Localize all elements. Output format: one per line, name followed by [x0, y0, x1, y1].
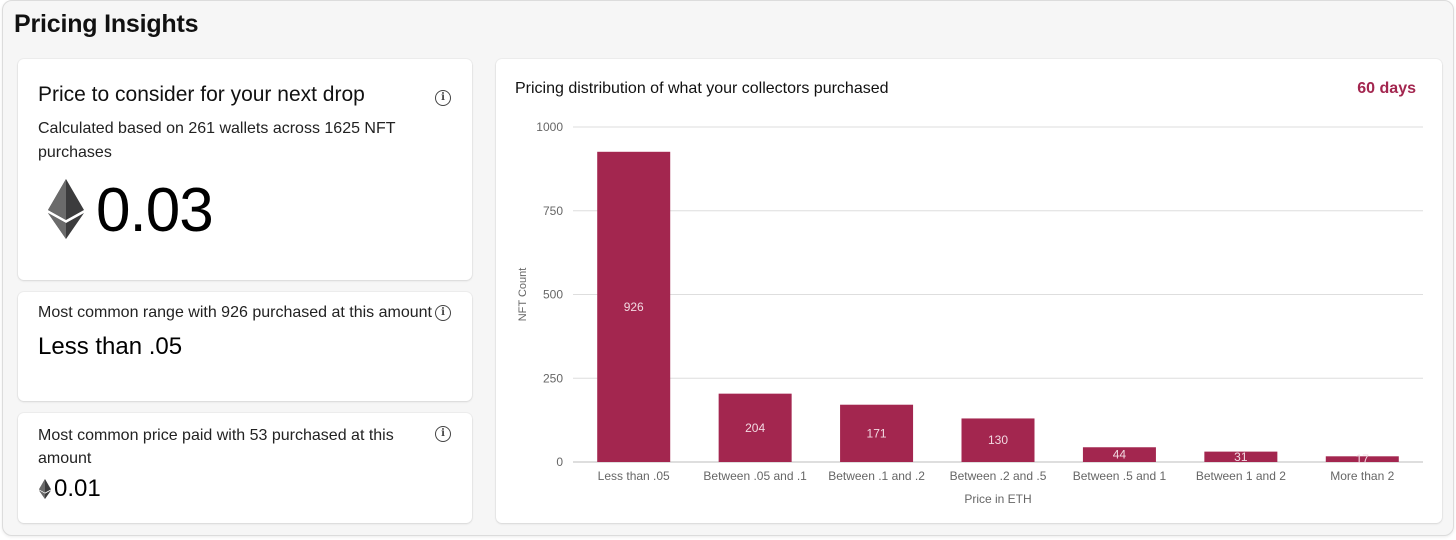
x-tick-label: Less than .05	[598, 469, 670, 483]
common-price-value: 0.01	[54, 475, 101, 502]
period-selector[interactable]: 60 days	[1357, 80, 1416, 97]
chart-title: Pricing distribution of what your collec…	[515, 80, 889, 97]
bar	[1082, 447, 1156, 462]
y-tick-label: 500	[543, 288, 563, 302]
x-tick-label: Between .05 and .1	[703, 469, 807, 483]
common-range-card: Most common range with 926 purchased at …	[18, 292, 472, 401]
data-label: 926	[624, 300, 644, 314]
bar	[1325, 456, 1399, 462]
x-axis-label: Price in ETH	[964, 492, 1031, 506]
data-label: 31	[1234, 450, 1248, 464]
y-tick-label: 250	[543, 371, 563, 385]
y-tick-label: 0	[556, 455, 563, 469]
y-tick-label: 750	[543, 204, 563, 218]
next-drop-price: 0.03	[96, 176, 214, 245]
next-drop-title: Price to consider for your next drop	[38, 83, 365, 106]
x-tick-label: Between .2 and .5	[950, 469, 1047, 483]
data-label: 17	[1356, 452, 1370, 466]
x-tick-label: Between .1 and .2	[828, 469, 925, 483]
data-label: 44	[1113, 448, 1127, 462]
distribution-card: Pricing distribution of what your collec…	[496, 59, 1442, 523]
info-icon[interactable]: i	[435, 305, 451, 321]
bar	[718, 393, 792, 462]
bar-chart: 0 250 500 750 1000 926 Less than .05 204 Between…	[517, 120, 1423, 506]
bar	[840, 404, 914, 462]
data-label: 130	[988, 433, 1008, 447]
common-price-card: Most common price paid with 53 purchased…	[18, 413, 472, 523]
bar	[597, 151, 671, 462]
data-label: 171	[867, 426, 887, 440]
common-range-title: Most common range with 926 purchased at …	[38, 304, 432, 321]
info-icon[interactable]: i	[435, 426, 451, 442]
ethereum-icon	[48, 179, 84, 239]
next-drop-card: Price to consider for your next drop i C…	[18, 59, 472, 280]
common-range-value: Less than .05	[38, 333, 183, 360]
common-price-title: Most common price paid with 53 purchased…	[38, 427, 394, 467]
info-icon[interactable]: i	[435, 90, 451, 106]
x-tick-label: More than 2	[1330, 469, 1394, 483]
y-tick-label: 1000	[536, 120, 563, 134]
next-drop-subtitle: Calculated based on 261 wallets across 1…	[38, 120, 396, 161]
data-label: 204	[745, 421, 765, 435]
x-tick-label: Between 1 and 2	[1196, 469, 1286, 483]
bar	[961, 418, 1035, 462]
bar	[1204, 451, 1278, 462]
ethereum-icon	[39, 479, 51, 499]
y-axis-label: NFT Count	[517, 268, 529, 322]
x-tick-label: Between .5 and 1	[1073, 469, 1167, 483]
page-title: Pricing Insights	[14, 10, 199, 38]
